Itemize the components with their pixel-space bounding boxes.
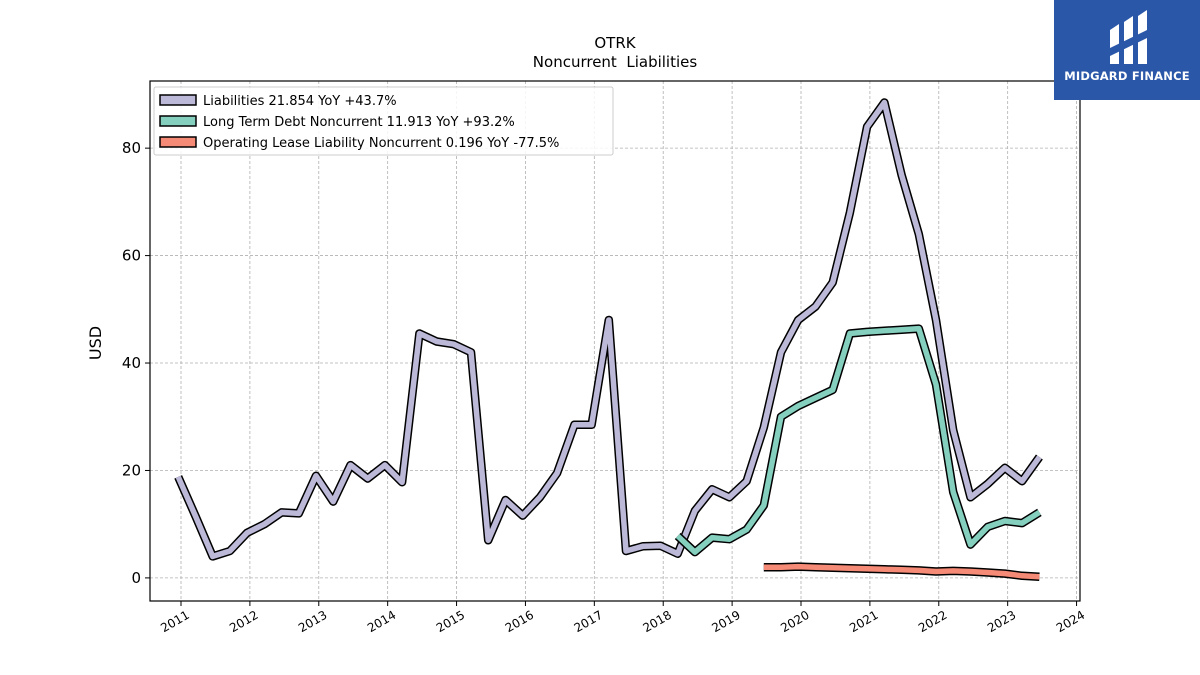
x-tick-label: 2022 xyxy=(916,608,949,635)
legend-label: Liabilities 21.854 YoY +43.7% xyxy=(203,94,397,109)
logo-text: MIDGARD FINANCE xyxy=(1064,69,1190,83)
plot-area xyxy=(149,80,1081,602)
series-layer xyxy=(174,98,1043,582)
y-tick-label: 0 xyxy=(131,569,141,587)
y-tick-label: 80 xyxy=(122,139,141,157)
chart-title: OTRK xyxy=(594,34,636,52)
series-line-long-term-debt-noncurrent xyxy=(675,325,1041,555)
x-tick-label: 2014 xyxy=(365,608,398,635)
chart-subtitle: Noncurrent Liabilities xyxy=(533,53,698,71)
x-tick-label: 2019 xyxy=(709,608,742,635)
y-axis-label: USD xyxy=(86,326,105,360)
x-tick-label: 2012 xyxy=(227,608,260,635)
x-tick-label: 2013 xyxy=(296,608,329,635)
y-tick-label: 20 xyxy=(122,461,141,479)
x-tick-label: 2011 xyxy=(158,608,191,635)
legend-swatch xyxy=(159,136,197,148)
midgard-finance-logo: MIDGARD FINANCE xyxy=(1054,0,1200,100)
y-tick-label: 60 xyxy=(122,247,141,265)
logo-mark-icon xyxy=(1110,10,1147,64)
x-tick-label: 2020 xyxy=(778,608,811,635)
legend-box xyxy=(153,86,614,156)
legend-label: Operating Lease Liability Noncurrent 0.1… xyxy=(203,136,559,151)
legend-swatch xyxy=(159,94,197,106)
x-tick-label: 2023 xyxy=(985,608,1018,635)
legend: Liabilities 21.854 YoY +43.7% Long Term D… xyxy=(153,86,614,156)
series-line-operating-lease-liability-noncurrent xyxy=(763,563,1040,580)
x-tick-label: 2017 xyxy=(572,608,605,635)
x-tick-label: 2016 xyxy=(503,608,536,635)
x-tick-label: 2021 xyxy=(847,608,880,635)
series-line-liabilities xyxy=(175,99,1042,560)
legend-swatch xyxy=(159,115,197,127)
x-tick-label: 2024 xyxy=(1054,608,1087,635)
x-tick-label: 2018 xyxy=(640,608,673,635)
y-tick-label: 40 xyxy=(122,354,141,372)
x-tick-label: 2015 xyxy=(434,608,467,635)
legend-label: Long Term Debt Noncurrent 11.913 YoY +93… xyxy=(203,115,515,130)
